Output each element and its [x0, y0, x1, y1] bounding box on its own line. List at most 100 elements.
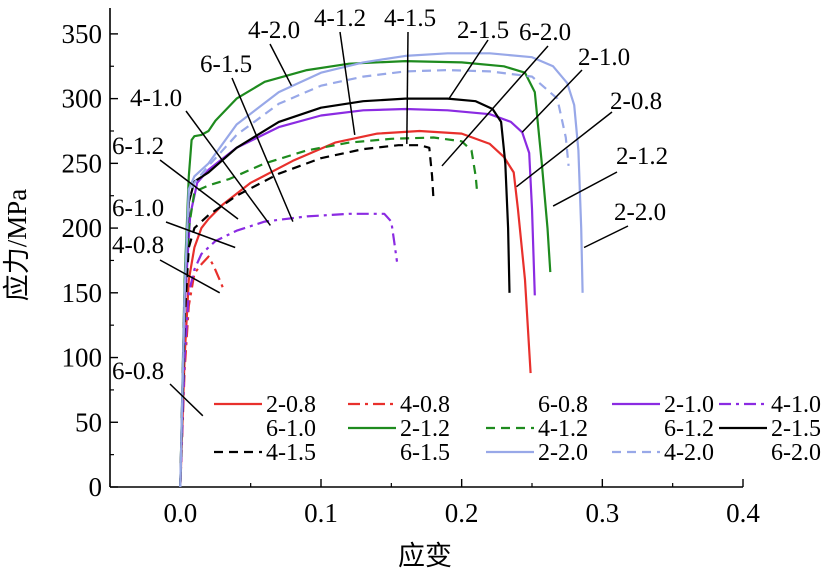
- legend-label: 2-1.0: [664, 392, 714, 418]
- annotation-leader: [448, 39, 489, 100]
- annotation-2-1_2: 2-1.2: [552, 143, 668, 207]
- legend-item-4-2_0: 4-2.0: [612, 440, 714, 466]
- annotation-leader: [269, 43, 293, 87]
- legend-item-4-0_8: 4-0.8: [348, 392, 450, 418]
- annotation-leader: [406, 31, 409, 144]
- annotation-6-0_8: 6-0.8: [112, 358, 204, 417]
- annotation-label: 6-1.2: [112, 133, 164, 160]
- annotation-4-0_8: 4-0.8: [112, 232, 221, 294]
- legend-label: 6-1.5: [400, 440, 450, 466]
- y-tick-label: 300: [62, 84, 103, 114]
- legend-label: 2-0.8: [266, 392, 316, 418]
- legend-label: 4-1.2: [538, 416, 588, 442]
- series-line-4-1_5: [179, 144, 435, 488]
- legend-label: 4-0.8: [400, 392, 450, 418]
- series-line-2-1_0: [179, 107, 536, 488]
- legend: 2-0.8 4-0.8 6-0.8 2-1.0 4-1.0 6-1.0 2-1.2 4-1.2…: [214, 392, 821, 466]
- annotation-label: 6-1.0: [112, 195, 164, 222]
- annotation-label: 4-1.5: [384, 5, 436, 32]
- series-line-4-1_0: [179, 212, 399, 488]
- legend-item-2-1_5: 2-1.5: [719, 416, 821, 442]
- legend-label: 2-2.0: [538, 440, 588, 466]
- annotation-2-1_5: 2-1.5: [448, 17, 509, 100]
- legend-item-6-1_0: 6-1.0: [266, 416, 316, 442]
- annotation-leader: [516, 111, 613, 188]
- annotation-label: 6-0.8: [112, 358, 164, 385]
- annotation-6-1_5: 6-1.5: [200, 51, 294, 222]
- annotation-4-2_0: 4-2.0: [248, 17, 300, 87]
- x-tick-label: 0.2: [445, 498, 479, 528]
- series-line-4-1_2: [179, 136, 479, 488]
- annotation-4-1_0: 4-1.0: [130, 85, 271, 226]
- annotation-6-2_0: 6-2.0: [441, 19, 571, 167]
- x-tick-label: 0.3: [585, 498, 619, 528]
- annotation-2-1_0: 2-1.0: [521, 44, 630, 133]
- legend-item-6-2_0: 6-2.0: [771, 440, 821, 466]
- series-line-4-2_0: [179, 69, 570, 488]
- legend-item-4-1_2: 4-1.2: [486, 416, 588, 442]
- legend-label: 4-2.0: [664, 440, 714, 466]
- annotation-leader: [165, 221, 236, 249]
- y-tick-label: 50: [75, 407, 102, 437]
- annotation-4-1_2: 4-1.2: [314, 5, 366, 135]
- annotation-leader: [441, 45, 549, 167]
- legend-item-4-1_5: 4-1.5: [214, 440, 316, 466]
- annotation-label: 2-1.2: [616, 143, 668, 170]
- annotation-6-1_0: 6-1.0: [112, 195, 236, 249]
- series-line-2-1_5: [179, 97, 511, 488]
- legend-label: 6-2.0: [771, 440, 821, 466]
- annotation-leader: [521, 69, 583, 133]
- legend-label: 6-1.2: [664, 416, 714, 442]
- annotation-label: 4-1.0: [130, 85, 182, 112]
- legend-label: 6-1.0: [266, 416, 316, 442]
- legend-item-6-1_5: 6-1.5: [400, 440, 450, 466]
- annotation-leader: [339, 31, 356, 135]
- legend-item-6-1_2: 6-1.2: [664, 416, 714, 442]
- annotation-4-1_5: 4-1.5: [384, 5, 436, 144]
- series-line-2-0_8: [179, 129, 532, 488]
- y-tick-label: 0: [89, 472, 103, 502]
- legend-item-2-1_0: 2-1.0: [612, 392, 714, 418]
- legend-label: 2-1.5: [771, 416, 821, 442]
- annotation-2-0_8: 2-0.8: [516, 88, 662, 188]
- annotation-leader: [185, 110, 271, 226]
- annotation-leader: [583, 225, 629, 249]
- legend-label: 4-1.5: [266, 440, 316, 466]
- y-tick-label: 350: [62, 19, 103, 49]
- legend-label: 2-1.2: [400, 416, 450, 442]
- legend-item-2-0_8: 2-0.8: [214, 392, 316, 418]
- annotation-label: 2-1.0: [578, 44, 630, 71]
- annotation-label: 2-2.0: [614, 199, 666, 226]
- legend-item-2-1_2: 2-1.2: [348, 416, 450, 442]
- annotation-6-1_2: 6-1.2: [112, 133, 239, 220]
- series-line-4-0_8: [179, 255, 225, 488]
- x-tick-label: 0.4: [726, 498, 760, 528]
- annotation-label: 2-0.8: [610, 88, 662, 115]
- annotation-label: 6-2.0: [519, 19, 571, 46]
- annotation-label: 2-1.5: [457, 17, 509, 44]
- y-tick-label: 150: [62, 278, 103, 308]
- annotation-leader: [231, 77, 294, 222]
- annotation-label: 4-1.2: [314, 5, 366, 32]
- x-tick-label: 0.1: [304, 498, 338, 528]
- legend-item-2-2_0: 2-2.0: [486, 440, 588, 466]
- x-axis-title: 应变: [398, 541, 452, 571]
- annotation-2-2_0: 2-2.0: [583, 199, 666, 249]
- y-tick-label: 100: [62, 343, 103, 373]
- y-tick-label: 200: [62, 213, 103, 243]
- legend-label: 6-0.8: [538, 392, 588, 418]
- x-tick-label: 0.0: [163, 498, 197, 528]
- annotation-label: 4-2.0: [248, 17, 300, 44]
- y-axis-title: 应力/MPa: [2, 189, 32, 302]
- annotation-label: 4-0.8: [112, 232, 164, 259]
- legend-item-4-1_0: 4-1.0: [719, 392, 821, 418]
- annotation-leader: [552, 171, 618, 207]
- annotation-leader: [159, 159, 239, 220]
- legend-label: 4-1.0: [771, 392, 821, 418]
- series-line-2-2_0: [179, 52, 584, 488]
- annotation-leader: [169, 383, 204, 417]
- y-tick-label: 250: [62, 148, 103, 178]
- annotation-leader: [159, 259, 221, 294]
